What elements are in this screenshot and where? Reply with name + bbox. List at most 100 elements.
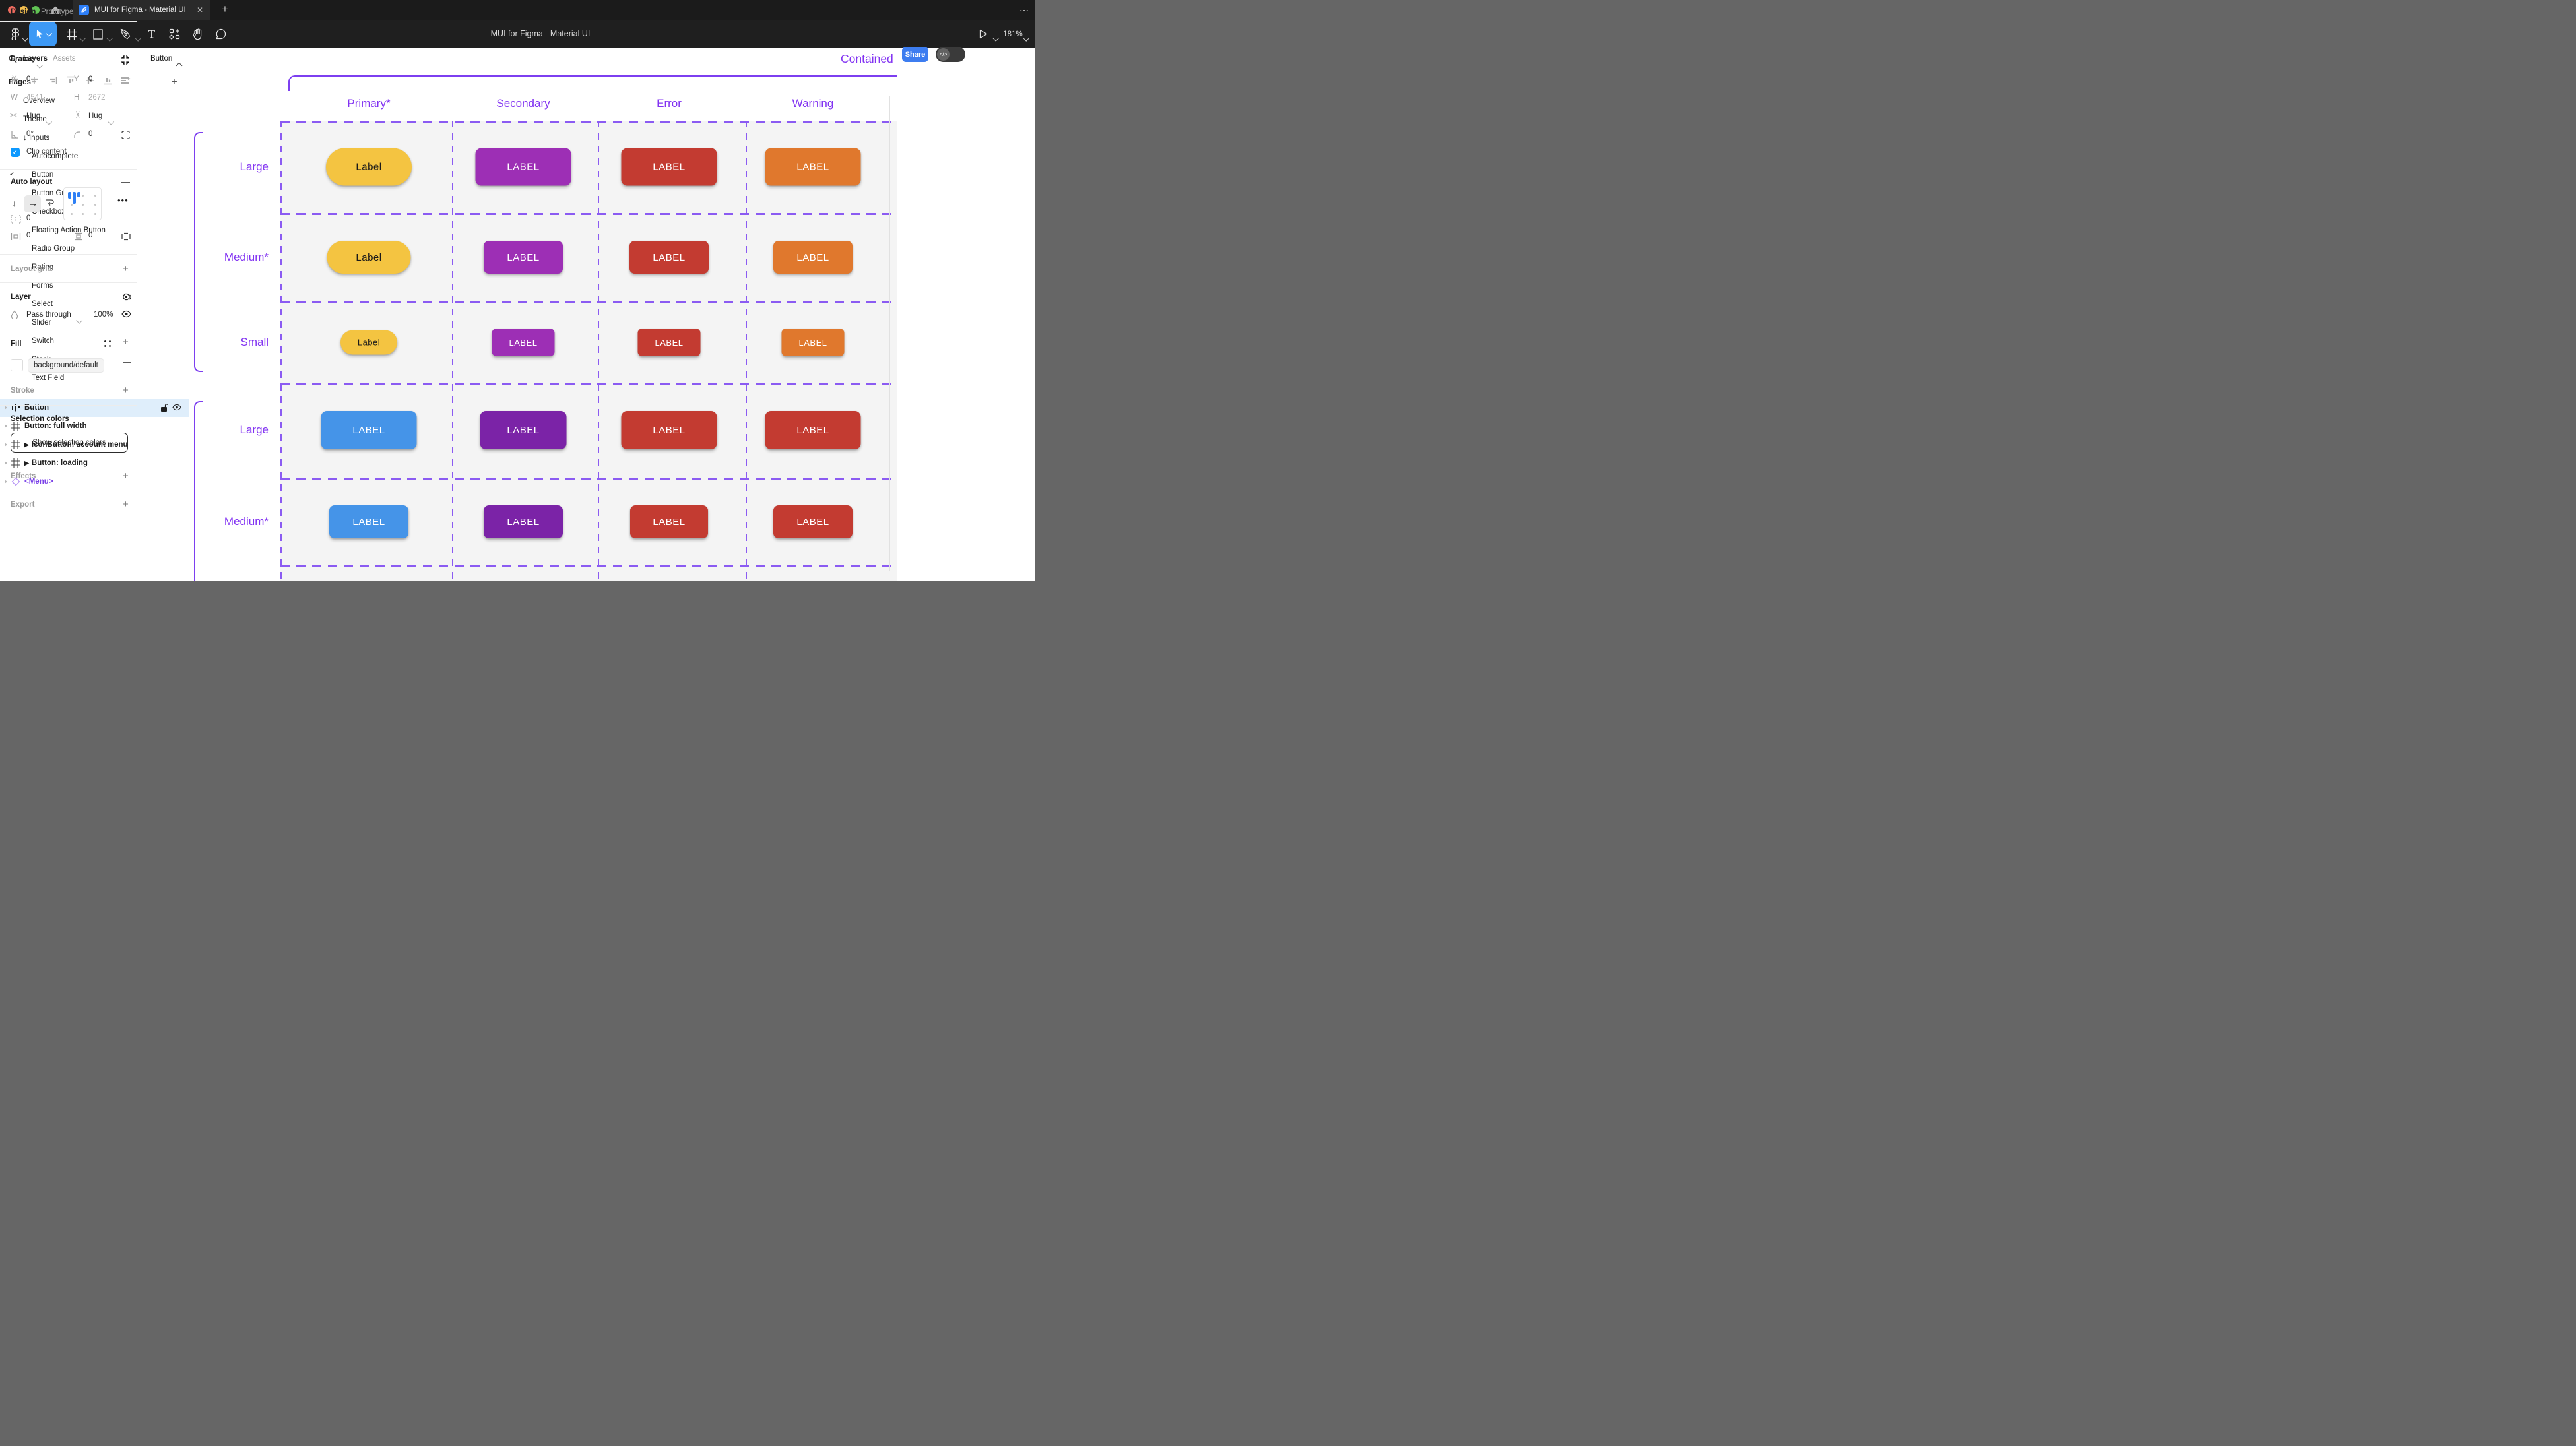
- page-item-select[interactable]: Select: [32, 300, 53, 308]
- expand-chevron-icon[interactable]: [5, 480, 7, 484]
- hand-tool-icon[interactable]: [190, 20, 206, 48]
- auto-layout-more-icon[interactable]: •••: [117, 195, 129, 205]
- move-tool-button[interactable]: [29, 22, 57, 46]
- alignment-dot[interactable]: [94, 204, 96, 206]
- lock-open-icon[interactable]: [160, 403, 168, 412]
- auto-layout-alignment-box[interactable]: [63, 187, 102, 220]
- canvas-scroll-indicator[interactable]: [889, 96, 890, 571]
- share-button[interactable]: Share: [902, 47, 928, 62]
- alignment-dot[interactable]: [82, 195, 84, 197]
- mui-button-large-error[interactable]: LABEL: [621, 148, 717, 186]
- fill-color-swatch[interactable]: [11, 359, 23, 371]
- add-layout-grid-icon[interactable]: +: [123, 263, 129, 274]
- align-right-icon[interactable]: [48, 76, 57, 85]
- page-item-radio-group[interactable]: Radio Group: [32, 245, 75, 253]
- blend-mode-icon[interactable]: [121, 292, 131, 302]
- layer-row-button-loading[interactable]: ▶ Button: loading: [0, 455, 189, 472]
- show-selection-colors-button[interactable]: Show selection colors: [11, 433, 128, 453]
- horizontal-padding-value[interactable]: 0: [26, 232, 31, 239]
- w-value[interactable]: 4541: [26, 94, 44, 102]
- page-item-slider[interactable]: Slider: [32, 319, 51, 327]
- shape-tool-icon[interactable]: [90, 20, 106, 48]
- zoom-chevron-icon[interactable]: [1023, 32, 1030, 44]
- design-canvas[interactable]: Contained Primary* Secondary Error Warning …: [189, 48, 897, 581]
- expand-chevron-icon[interactable]: [5, 406, 7, 410]
- layer-row--menu-[interactable]: <Menu>: [0, 473, 189, 491]
- independent-padding-icon[interactable]: [121, 232, 131, 241]
- mui-button-medium-secondary[interactable]: LABEL: [484, 241, 563, 274]
- gap-value[interactable]: 0: [26, 214, 31, 222]
- tab-prototype[interactable]: Prototype: [41, 8, 74, 16]
- mui-button-large-error[interactable]: LABEL: [621, 411, 717, 449]
- mui-button-medium-primary[interactable]: Label: [327, 241, 411, 274]
- dev-mode-icon[interactable]: </>: [937, 48, 950, 61]
- page-item-switch[interactable]: Switch: [32, 337, 54, 345]
- pen-tool-chevron-icon[interactable]: [135, 32, 142, 44]
- page-item-button[interactable]: Button: [32, 171, 54, 179]
- mui-button-large-primary[interactable]: Label: [326, 148, 412, 186]
- mui-button-small-primary[interactable]: Label: [340, 330, 397, 355]
- align-left-icon[interactable]: [11, 76, 20, 85]
- page-selector-chevron-up-icon[interactable]: [176, 59, 183, 71]
- collapse-frame-icon[interactable]: [121, 55, 130, 65]
- add-fill-icon[interactable]: +: [123, 336, 129, 348]
- mui-button-large-primary[interactable]: LABEL: [321, 411, 417, 449]
- page-item-rating[interactable]: Rating: [32, 263, 54, 271]
- page-item-theme[interactable]: Theme: [23, 115, 47, 123]
- expand-chevron-icon[interactable]: [5, 443, 7, 447]
- alignment-dot[interactable]: [71, 213, 73, 215]
- direction-horizontal-selected[interactable]: [24, 195, 41, 212]
- page-item-text-field[interactable]: Text Field: [32, 374, 65, 382]
- figma-menu-chevron-icon[interactable]: [22, 32, 29, 44]
- layer-opacity-value[interactable]: 100%: [94, 311, 113, 319]
- frame-section-title[interactable]: Frame: [11, 55, 34, 63]
- clip-content-checkbox[interactable]: ✓: [11, 148, 20, 157]
- expand-chevron-icon[interactable]: [5, 424, 7, 428]
- mui-button-medium-warning[interactable]: LABEL: [773, 241, 853, 274]
- add-page-button[interactable]: +: [171, 77, 177, 88]
- y-value[interactable]: 0: [88, 75, 93, 83]
- distribute-icon[interactable]: [120, 76, 133, 85]
- window-minimize-button[interactable]: [20, 6, 28, 14]
- new-tab-button[interactable]: +: [222, 3, 228, 15]
- mui-button-small-secondary[interactable]: LABEL: [492, 329, 555, 356]
- align-vertical-center-icon[interactable]: [85, 76, 94, 85]
- mui-button-medium-warning[interactable]: LABEL: [773, 505, 853, 538]
- page-item-forms[interactable]: Forms: [32, 282, 53, 290]
- layer-row-iconbutton-account-menu[interactable]: ▶ IconButton: account menu: [0, 436, 189, 454]
- x-value[interactable]: 0: [26, 75, 31, 83]
- resources-tool-icon[interactable]: [166, 20, 182, 48]
- window-more-icon[interactable]: ⋯: [1019, 5, 1029, 15]
- shape-tool-chevron-icon[interactable]: [106, 32, 113, 44]
- align-top-icon[interactable]: [67, 76, 76, 85]
- direction-horizontal-icon[interactable]: →: [28, 198, 38, 208]
- wrap-icon[interactable]: [45, 197, 55, 207]
- hug-height-value[interactable]: Hug: [88, 112, 103, 120]
- mui-button-large-warning[interactable]: LABEL: [765, 148, 861, 186]
- page-item-inputs[interactable]: ↓ Inputs: [23, 134, 50, 142]
- vertical-padding-value[interactable]: 0: [88, 232, 93, 239]
- visibility-eye-icon[interactable]: [172, 404, 181, 411]
- window-close-button[interactable]: [8, 6, 16, 14]
- independent-corners-icon[interactable]: [121, 131, 130, 139]
- tab-layers[interactable]: Layers: [23, 55, 48, 63]
- add-export-icon[interactable]: +: [123, 499, 129, 510]
- page-selector[interactable]: Button: [150, 55, 173, 63]
- add-effect-icon[interactable]: +: [123, 470, 129, 482]
- alignment-dot[interactable]: [82, 204, 84, 206]
- tab-design[interactable]: Design: [11, 8, 36, 16]
- present-chevron-icon[interactable]: [992, 32, 1000, 44]
- h-value[interactable]: 2672: [88, 94, 106, 102]
- corner-radius-value[interactable]: 0: [88, 130, 93, 138]
- alignment-dot[interactable]: [94, 195, 96, 197]
- hug-height-chevron-icon[interactable]: [108, 116, 115, 128]
- add-stroke-icon[interactable]: +: [123, 385, 129, 396]
- alignment-dot[interactable]: [71, 204, 73, 206]
- mui-button-medium-primary[interactable]: LABEL: [329, 505, 408, 538]
- frame-chevron-icon[interactable]: [36, 59, 44, 71]
- search-icon[interactable]: [9, 55, 17, 63]
- page-item-autocomplete[interactable]: Autocomplete: [32, 152, 79, 160]
- fill-style-name[interactable]: background/default: [28, 358, 104, 373]
- text-tool-icon[interactable]: T: [148, 27, 156, 40]
- tab-assets[interactable]: Assets: [53, 55, 76, 63]
